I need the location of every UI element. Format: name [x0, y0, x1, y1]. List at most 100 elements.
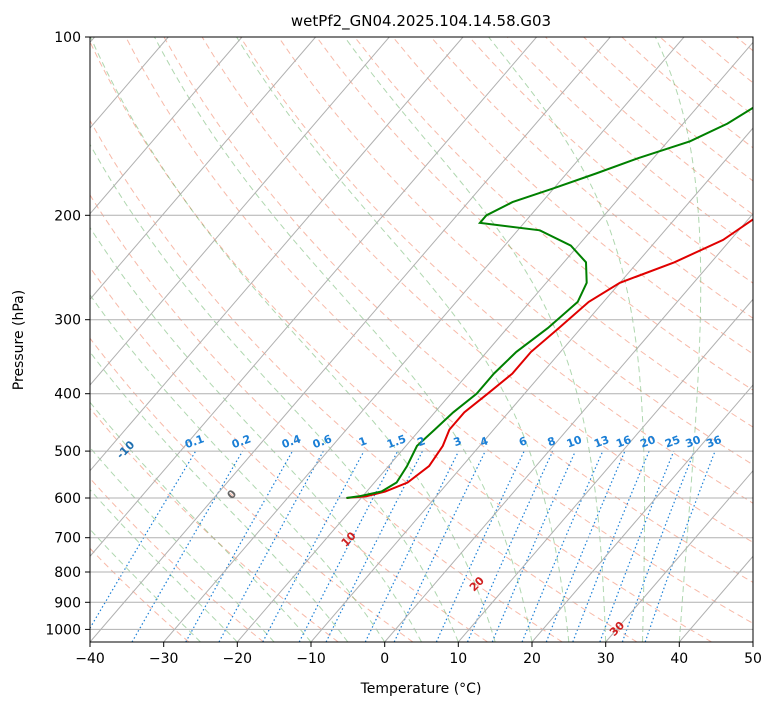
x-tick-label: 10 [449, 651, 467, 667]
x-tick-label: 30 [597, 651, 615, 667]
mixing-ratio-line [572, 450, 650, 642]
mixing-ratio-label: 16 [614, 433, 633, 451]
isotherm-grid [90, 37, 753, 642]
dry-adiabat-line [90, 266, 488, 642]
dry-adiabat-line [90, 119, 638, 642]
dry-adiabat-line [125, 37, 753, 624]
y-tick-label: 700 [54, 531, 81, 547]
isotherm-line [531, 384, 753, 642]
y-tick-label: 300 [54, 313, 81, 329]
moist-adiabat-line [344, 37, 607, 642]
mixing-ratio-label: 0.1 [183, 432, 206, 451]
moist-adiabat-line [90, 446, 275, 642]
dry-adiabat-line [392, 37, 753, 355]
moist-adiabat-line [654, 37, 702, 642]
chart-title: wetPf2_GN04.2025.104.14.58.G03 [291, 12, 551, 31]
mixing-ratio-label: 0.2 [230, 432, 253, 451]
y-tick-label: 800 [54, 565, 81, 581]
isotherm-line [310, 127, 753, 642]
mixing-ratio-line [545, 450, 626, 642]
dry-adiabat-line [90, 547, 190, 642]
moist-adiabat-line [90, 351, 349, 642]
isotherm-line [90, 37, 611, 642]
moist-adiabat-line [236, 37, 570, 642]
mixing-ratio-line [521, 450, 604, 642]
mixing-ratio-line [466, 450, 554, 642]
x-axis-ticks: −40 −30 −20 −10 0 10 20 30 40 50 [75, 642, 762, 667]
dry-adiabat-line [316, 37, 753, 428]
x-axis-label: Temperature (°C) [360, 681, 482, 697]
mixing-ratio-label: 4 [478, 434, 490, 449]
isotherm-line [605, 469, 753, 642]
mixing-ratio-label: 8 [546, 434, 558, 449]
x-tick-label: −20 [223, 651, 253, 667]
mixing-ratio-line [262, 450, 365, 642]
isotherm-line [236, 41, 753, 642]
y-tick-label: 500 [54, 444, 81, 460]
dry-adiabat-line [90, 407, 339, 642]
moist-adiabat-line [90, 294, 386, 642]
isotherm-line [90, 37, 316, 301]
y-tick-label: 900 [54, 595, 81, 611]
isotherm-line [90, 37, 243, 215]
isobar-grid [90, 37, 753, 630]
isotherm-line [384, 212, 753, 642]
mixing-ratio-label: 6 [517, 434, 529, 449]
profiles [346, 106, 753, 499]
mixing-ratio-line [185, 450, 294, 642]
x-tick-label: 0 [380, 651, 389, 667]
mixing-ratio-line [364, 450, 460, 642]
mixing-ratio-label: 25 [663, 433, 682, 450]
x-tick-label: −30 [149, 651, 179, 667]
x-tick-label: −10 [296, 651, 326, 667]
plot-area: 0.10.20.40.611.52346810131620253036-100-… [90, 37, 753, 642]
y-tick-label: 400 [54, 387, 81, 403]
isotherm-line [457, 298, 753, 642]
mixing-ratio-label: 0.4 [280, 432, 303, 451]
isotherm-line [90, 37, 464, 472]
dry-adiabat-line [354, 37, 753, 391]
y-tick-label: 100 [54, 30, 81, 46]
dry-adiabat-line [90, 194, 563, 642]
dry-adiabat-line [90, 477, 264, 642]
mixing-ratio-label: 36 [704, 433, 723, 451]
mixing-ratio-label: 1 [357, 434, 369, 449]
mixing-ratio-label: 1.5 [385, 432, 408, 451]
moist-adiabat-line [90, 37, 496, 642]
mixing-ratio-line [325, 450, 424, 642]
isopleth-labels: 0.10.20.40.611.52346810131620253036-100-… [114, 432, 724, 639]
y-axis-ticks: 100 200 300 400 500 600 700 800 900 1000 [45, 30, 90, 638]
moist-adiabat-line [90, 401, 312, 642]
moist-adiabat-line [90, 226, 422, 642]
profile-line [346, 106, 753, 499]
moist-adiabat-line [90, 143, 459, 642]
x-tick-label: 40 [670, 651, 688, 667]
dry-adiabat-line [163, 37, 753, 583]
moist-adiabats [90, 37, 702, 642]
isotherm-line [90, 37, 537, 558]
mixing-ratio-label: 3 [452, 434, 464, 449]
x-tick-label: 20 [523, 651, 541, 667]
plot-frame [89, 36, 754, 643]
mixing-ratio-line [218, 450, 324, 642]
isotherm-line [90, 37, 390, 386]
mixing-ratio-label: 13 [592, 433, 611, 450]
x-tick-label: −40 [75, 651, 105, 667]
dry-adiabat-line [239, 37, 753, 504]
y-tick-label: 200 [54, 208, 81, 224]
mixing-ratio-line [644, 450, 716, 642]
mixing-ratio-label: 20 [638, 433, 657, 451]
dry-adiabat-line [201, 37, 753, 543]
mixing-ratio-line [621, 450, 695, 642]
mixing-ratio-label: 10 [565, 433, 584, 451]
moist-adiabat-line [154, 37, 533, 642]
mixing-ratio-line [599, 450, 675, 642]
mixing-ratio-label: 2 [415, 434, 427, 449]
x-tick-label: 50 [744, 651, 762, 667]
dry-adiabat-line [90, 40, 712, 642]
mixing-ratio-label: 0.6 [311, 432, 334, 451]
isotherm-line [163, 37, 685, 642]
dry-adiabat-line [430, 37, 753, 319]
